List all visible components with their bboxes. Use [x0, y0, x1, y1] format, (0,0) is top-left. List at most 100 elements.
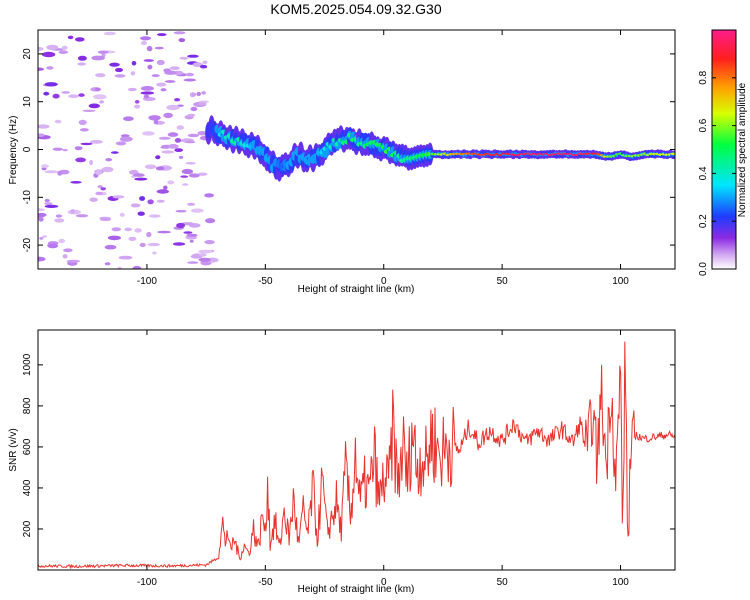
y-tick-label: 600 — [22, 438, 33, 455]
noise-blob — [166, 104, 180, 111]
noise-blob — [115, 67, 123, 73]
noise-blob — [198, 102, 207, 106]
noise-blob — [141, 40, 147, 46]
noise-blob — [158, 136, 171, 140]
snr-series-line — [38, 341, 675, 570]
noise-blob — [153, 119, 159, 125]
noise-blob — [144, 164, 157, 170]
noise-blob — [201, 91, 206, 95]
noise-blob — [147, 199, 154, 205]
noise-blob — [100, 187, 106, 191]
noise-blob — [114, 74, 126, 78]
snr-x-label: Height of straight line (km) — [298, 584, 415, 595]
noise-blob — [197, 172, 208, 176]
noise-blob — [146, 45, 153, 52]
noise-blob — [163, 112, 173, 119]
noise-blob — [58, 238, 66, 244]
noise-blob — [178, 38, 186, 43]
noise-blob — [198, 249, 213, 254]
noise-blob — [196, 91, 201, 97]
noise-blob — [147, 242, 160, 247]
noise-blob — [78, 119, 87, 125]
noise-blob — [103, 31, 116, 36]
y-tick-label: 400 — [22, 479, 33, 496]
noise-blob — [89, 140, 103, 144]
noise-blob — [185, 72, 194, 77]
colorbar: 0.0 0.2 0.4 0.6 0.8 Normalized spectral ampl… — [698, 29, 748, 276]
noise-blob — [146, 231, 152, 238]
noise-blob — [89, 159, 94, 166]
noise-blob — [142, 131, 155, 136]
noise-blob — [130, 71, 136, 76]
noise-blob — [57, 170, 63, 176]
snr-marks — [38, 341, 675, 570]
colorbar-tick-label: 0.0 — [698, 262, 709, 276]
noise-blob — [117, 266, 122, 269]
noise-blob — [187, 261, 199, 264]
noise-blob — [160, 145, 171, 149]
noise-blob — [70, 209, 75, 214]
x-tick-label: -50 — [258, 577, 273, 588]
noise-blob — [134, 228, 142, 233]
y-tick-label: 10 — [22, 96, 33, 108]
noise-blob — [62, 148, 68, 152]
noise-blob — [187, 202, 196, 206]
noise-blob — [79, 128, 89, 132]
noise-blob — [161, 150, 175, 154]
y-tick-label: 800 — [22, 397, 33, 414]
colorbar-tick-label: 0.2 — [698, 214, 709, 228]
noise-blob — [202, 60, 208, 64]
noise-blob — [155, 166, 165, 171]
noise-blob — [155, 155, 161, 160]
noise-blob — [156, 82, 167, 87]
noise-blob — [127, 87, 137, 92]
noise-blob — [40, 164, 49, 168]
spectrogram-marks — [38, 31, 675, 269]
noise-blob — [156, 189, 169, 194]
noise-blob — [44, 202, 53, 206]
noise-blob — [52, 147, 63, 151]
noise-blob — [154, 46, 164, 50]
noise-blob — [63, 248, 73, 253]
noise-blob — [176, 125, 184, 130]
x-tick-label: 100 — [612, 276, 629, 287]
noise-blob — [115, 141, 127, 146]
noise-blob — [122, 116, 134, 121]
noise-blob — [139, 242, 146, 248]
noise-blob — [167, 144, 179, 149]
noise-blob — [133, 173, 145, 177]
noise-blob — [143, 59, 154, 62]
noise-blob — [95, 87, 101, 92]
noise-blob — [143, 94, 150, 99]
noise-blob — [137, 211, 145, 216]
noise-blob — [172, 242, 186, 246]
noise-blob — [54, 119, 62, 124]
noise-blob — [179, 56, 189, 60]
noise-blob — [174, 138, 182, 143]
noise-blob — [104, 244, 117, 250]
noise-blob — [131, 61, 137, 66]
noise-blob — [61, 45, 68, 50]
noise-blob — [70, 181, 82, 184]
noise-blob — [169, 66, 180, 70]
noise-blob — [187, 133, 200, 138]
noise-blob — [44, 82, 58, 87]
noise-blob — [112, 195, 125, 199]
snr-frame — [37, 329, 676, 571]
noise-blob — [119, 136, 133, 142]
noise-blob — [68, 94, 79, 98]
noise-blob — [134, 104, 141, 109]
x-tick-label: 50 — [497, 276, 509, 287]
noise-blob — [156, 59, 165, 66]
colorbar-tick-label: 0.6 — [698, 118, 709, 132]
noise-blob — [167, 180, 175, 185]
noise-blob — [174, 148, 183, 153]
noise-blob — [47, 243, 59, 249]
noise-blob — [52, 93, 60, 99]
noise-blob — [118, 255, 133, 260]
noise-blob — [152, 251, 157, 255]
noise-blob — [88, 103, 101, 109]
noise-blob — [173, 31, 186, 35]
y-tick-label: 0 — [22, 146, 33, 152]
noise-blob — [160, 88, 167, 92]
